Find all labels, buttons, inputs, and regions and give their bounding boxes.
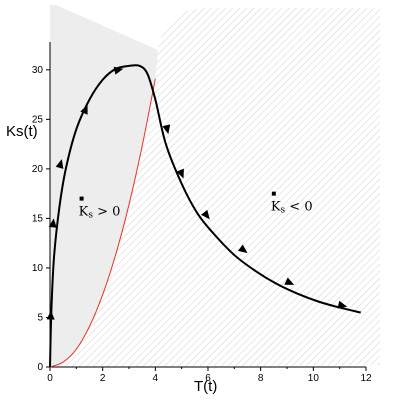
label-ks-positive: Ks > 0 [79, 205, 121, 221]
annotations: Ks > 0 Ks < 0 [79, 191, 313, 221]
y-tick-label: 25 [32, 114, 44, 125]
axes: 0 2 4 6 8 10 12 0 5 10 15 20 25 30 [32, 42, 372, 384]
y-tick-label: 0 [37, 362, 43, 373]
direction-arrow [337, 300, 348, 309]
annotation-marker [79, 196, 84, 201]
direction-arrow [46, 310, 55, 320]
x-axis-label: T(t) [194, 378, 217, 395]
y-tick-label: 30 [32, 65, 44, 76]
x-tick-label: 0 [47, 373, 53, 384]
arrowhead [113, 66, 124, 75]
arrowhead [46, 310, 55, 320]
x-tick-label: 2 [100, 373, 106, 384]
arrowhead [337, 300, 348, 309]
direction-arrow [55, 159, 64, 169]
direction-arrow [284, 277, 295, 285]
arrowhead [176, 168, 184, 179]
y-tick-label: 5 [37, 312, 43, 323]
y-tick-label: 10 [32, 263, 44, 274]
direction-arrow [201, 209, 210, 220]
arrowhead [80, 104, 88, 115]
x-tick-label: 10 [308, 373, 320, 384]
boundary-curve [49, 78, 156, 368]
arrowhead [201, 209, 210, 220]
x-tick-label: 4 [153, 373, 159, 384]
arrowhead [162, 124, 171, 135]
arrowhead [48, 218, 57, 228]
region-ks-positive [50, 5, 158, 367]
y-axis-label: Ks(t) [6, 123, 38, 140]
annotation-marker [271, 191, 276, 196]
x-tick-label: 8 [258, 373, 264, 384]
direction-arrow [80, 104, 88, 115]
y-tick-label: 20 [32, 164, 44, 175]
direction-arrow [48, 218, 57, 228]
direction-arrow [176, 168, 184, 179]
direction-arrow [237, 244, 248, 254]
arrowhead [237, 244, 248, 254]
direction-arrow [162, 124, 171, 135]
arrowhead [284, 277, 295, 285]
trajectory-curve [49, 64, 361, 368]
y-tick-label: 15 [32, 213, 44, 224]
plot-marks [46, 64, 361, 368]
x-tick-label: 6 [205, 373, 211, 384]
direction-arrow [113, 66, 124, 75]
x-tick-label: 12 [360, 373, 372, 384]
arrowhead [55, 159, 64, 169]
region-ks-negative [50, 8, 380, 367]
label-ks-negative: Ks < 0 [271, 200, 313, 216]
